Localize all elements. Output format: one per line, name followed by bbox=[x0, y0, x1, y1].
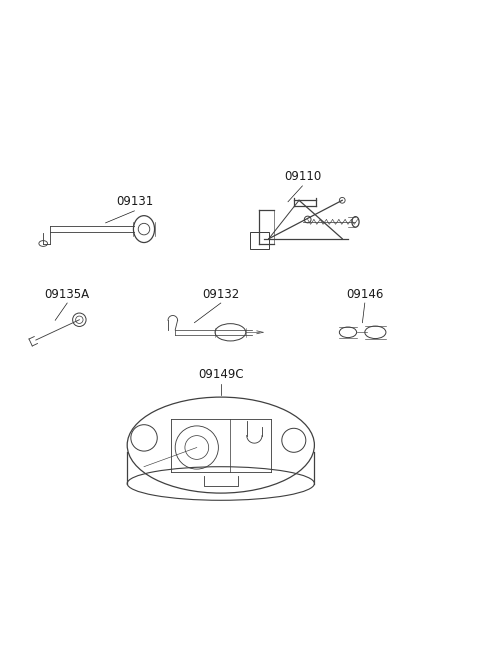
Text: 09110: 09110 bbox=[284, 170, 321, 183]
Text: 09135A: 09135A bbox=[45, 288, 90, 301]
Text: 09149C: 09149C bbox=[198, 368, 244, 381]
Text: 09132: 09132 bbox=[202, 288, 240, 301]
Text: 09131: 09131 bbox=[116, 195, 153, 208]
Text: 09146: 09146 bbox=[346, 288, 384, 301]
